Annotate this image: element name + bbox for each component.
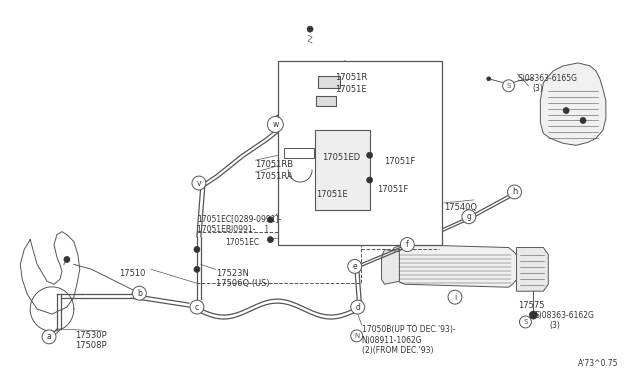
Text: 17540Q: 17540Q xyxy=(444,203,477,212)
Text: S: S xyxy=(524,319,527,325)
Text: i: i xyxy=(454,293,456,302)
Circle shape xyxy=(64,256,70,262)
Text: h: h xyxy=(512,187,517,196)
Text: 17051E: 17051E xyxy=(335,85,367,94)
Text: A'73^0.75: A'73^0.75 xyxy=(578,359,618,368)
Text: (2)(FROM DEC.'93): (2)(FROM DEC.'93) xyxy=(362,346,433,355)
Circle shape xyxy=(194,266,200,272)
Text: b: b xyxy=(137,289,142,298)
Text: N: N xyxy=(354,333,359,339)
Circle shape xyxy=(190,300,204,314)
Text: S: S xyxy=(506,83,511,89)
Text: 17510: 17510 xyxy=(120,269,146,278)
Text: g: g xyxy=(467,212,471,221)
Circle shape xyxy=(401,238,414,251)
Text: N)08911-1062G: N)08911-1062G xyxy=(362,336,422,345)
Circle shape xyxy=(367,177,372,183)
Text: S)08363-6165G: S)08363-6165G xyxy=(518,74,577,83)
Circle shape xyxy=(132,286,147,300)
Text: 17051F: 17051F xyxy=(378,185,409,194)
Text: 17051E: 17051E xyxy=(316,190,348,199)
Circle shape xyxy=(529,311,538,319)
Circle shape xyxy=(268,116,284,132)
Circle shape xyxy=(351,330,363,342)
Bar xyxy=(284,148,314,158)
Text: 17051F: 17051F xyxy=(385,157,416,166)
Polygon shape xyxy=(540,63,606,145)
Circle shape xyxy=(192,176,206,190)
Circle shape xyxy=(462,210,476,224)
Text: c: c xyxy=(195,302,199,312)
Circle shape xyxy=(563,108,569,113)
Bar xyxy=(318,76,340,88)
Text: 17051EC: 17051EC xyxy=(225,238,259,247)
Text: 17051ED: 17051ED xyxy=(322,153,360,162)
Text: e: e xyxy=(353,262,357,271)
Circle shape xyxy=(508,185,522,199)
Bar xyxy=(315,131,370,210)
Text: 17051EBI0991-    ]: 17051EBI0991- ] xyxy=(197,224,268,233)
Text: 17051EC[0289-0991]-: 17051EC[0289-0991]- xyxy=(197,214,281,223)
Text: 17051RB: 17051RB xyxy=(255,160,294,169)
Text: 17050B(UP TO DEC.'93)-: 17050B(UP TO DEC.'93)- xyxy=(362,325,455,334)
Text: f: f xyxy=(406,240,409,249)
Circle shape xyxy=(448,290,462,304)
Circle shape xyxy=(580,118,586,124)
Polygon shape xyxy=(381,250,399,284)
Text: 17051RA: 17051RA xyxy=(255,172,293,181)
Text: 17506Q (US): 17506Q (US) xyxy=(216,279,269,288)
Circle shape xyxy=(367,152,372,158)
Text: w: w xyxy=(272,120,278,129)
Circle shape xyxy=(487,77,491,81)
Circle shape xyxy=(502,80,515,92)
Text: (3): (3) xyxy=(549,321,560,330)
Circle shape xyxy=(348,259,362,273)
Bar xyxy=(197,232,361,283)
Circle shape xyxy=(307,26,313,32)
Text: d: d xyxy=(355,302,360,312)
Text: 17575: 17575 xyxy=(518,301,545,310)
Bar xyxy=(278,61,442,244)
Circle shape xyxy=(194,247,200,253)
Circle shape xyxy=(351,300,365,314)
Text: 17508P: 17508P xyxy=(75,341,106,350)
Text: 17523N: 17523N xyxy=(216,269,249,278)
Text: a: a xyxy=(47,332,51,341)
Text: 17530P: 17530P xyxy=(75,331,106,340)
Bar xyxy=(316,96,336,106)
Polygon shape xyxy=(390,244,518,287)
Text: (3): (3) xyxy=(532,84,543,93)
Text: 17051R: 17051R xyxy=(335,73,367,82)
Circle shape xyxy=(268,217,273,223)
Circle shape xyxy=(268,237,273,243)
Circle shape xyxy=(42,330,56,344)
Text: v: v xyxy=(196,179,201,187)
Text: S)08363-6162G: S)08363-6162G xyxy=(534,311,595,320)
Polygon shape xyxy=(516,247,548,291)
Circle shape xyxy=(520,316,531,328)
